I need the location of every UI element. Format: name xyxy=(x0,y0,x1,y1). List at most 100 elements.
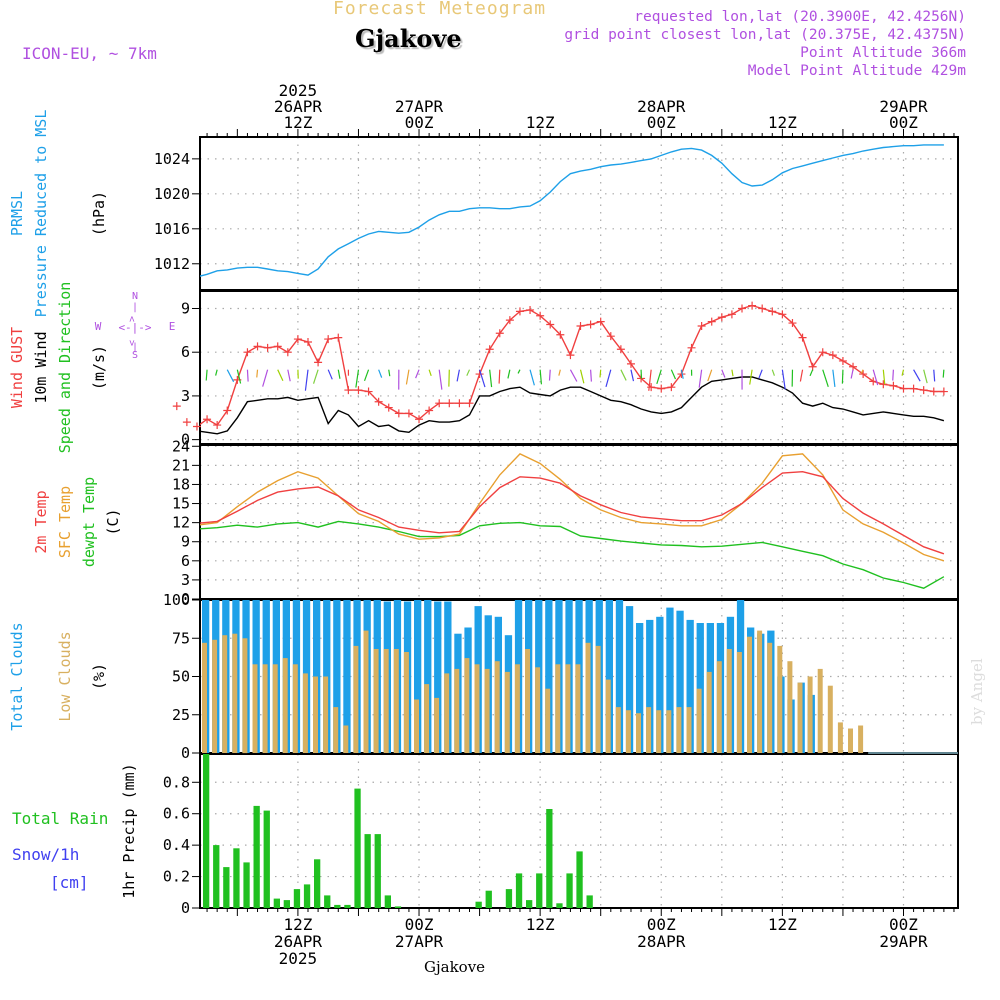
y-tick-label: 15 xyxy=(172,495,190,513)
y-tick-label: 1020 xyxy=(154,185,190,203)
bar-total-rain xyxy=(475,901,482,908)
unit-label: (m/s) xyxy=(90,345,108,390)
wind-direction-arrow xyxy=(749,369,753,385)
side-label: Speed and Direction xyxy=(56,282,74,454)
chart-title-faded: Forecast Meteogram xyxy=(333,0,547,19)
gust-marker xyxy=(586,320,595,329)
wind-direction-arrow xyxy=(599,369,602,378)
gust-marker xyxy=(838,356,847,365)
time-label-top: 26APR xyxy=(274,97,323,116)
gust-marker xyxy=(526,305,535,314)
bar-total-clouds xyxy=(414,600,422,753)
series-prmsl xyxy=(200,144,944,277)
gust-marker xyxy=(859,370,868,379)
y-tick-label: 3 xyxy=(181,571,190,589)
gust-marker xyxy=(909,384,918,393)
time-label-bottom: 12Z xyxy=(768,915,797,934)
y-tick-label: 1012 xyxy=(154,255,190,273)
bar-total-rain xyxy=(233,848,240,908)
wind-direction-arrow xyxy=(456,369,460,382)
bar-total-rain xyxy=(213,845,220,908)
bar-total-rain xyxy=(283,900,290,908)
time-label-bottom: 29APR xyxy=(879,932,928,951)
bar-total-clouds xyxy=(343,600,351,753)
gust-marker xyxy=(364,387,373,396)
gust-marker xyxy=(828,351,837,360)
gust-marker xyxy=(344,386,353,395)
wind-direction-arrow xyxy=(548,369,551,381)
gust-marker xyxy=(283,348,292,357)
bar-total-clouds xyxy=(615,600,624,753)
gust-marker xyxy=(647,383,656,392)
bar-total-rain xyxy=(505,889,513,908)
bar-low-clouds xyxy=(504,671,510,753)
bar-low-clouds xyxy=(454,668,460,753)
wind-direction-arrow xyxy=(337,369,341,379)
bar-total-clouds xyxy=(333,600,341,753)
side-label: SFC Temp xyxy=(56,486,74,558)
gust-marker xyxy=(505,316,514,325)
time-label-top: 28APR xyxy=(637,97,686,116)
wind-direction-arrow xyxy=(901,369,905,376)
bar-low-clouds xyxy=(242,638,248,754)
bar-total-clouds xyxy=(625,606,634,753)
time-label-top: 00Z xyxy=(647,113,676,132)
gust-marker xyxy=(849,362,858,371)
bar-total-rain xyxy=(334,904,341,908)
gust-marker xyxy=(495,329,504,338)
time-label-top: 29APR xyxy=(879,97,928,116)
compass-n: N xyxy=(132,291,138,302)
side-label: 10m Wind xyxy=(32,331,50,403)
requested-coords: requested lon,lat (20.3900E, 42.4256N) xyxy=(634,9,966,25)
bar-low-clouds xyxy=(202,642,207,753)
bar-total-rain xyxy=(364,834,371,908)
bar-total-clouds xyxy=(605,600,613,753)
y-tick-label: 50 xyxy=(172,668,190,686)
bar-low-clouds xyxy=(615,707,621,753)
bar-total-clouds xyxy=(656,616,664,753)
wind-direction-arrow xyxy=(498,369,501,384)
bar-low-clouds xyxy=(272,664,278,753)
bar-low-clouds xyxy=(494,661,500,753)
wind-direction-arrow xyxy=(605,369,612,388)
bar-low-clouds xyxy=(636,713,641,753)
gust-marker xyxy=(273,342,282,351)
gust-marker xyxy=(253,342,262,351)
side-label: Pressure Reduced to MSL xyxy=(32,110,50,318)
gust-marker xyxy=(939,387,948,396)
bar-total-clouds xyxy=(424,600,432,753)
compass-n-arrow: > xyxy=(127,316,138,322)
wind-direction-arrow xyxy=(758,369,763,379)
bar-total-rain xyxy=(303,884,311,908)
wind-direction-arrow xyxy=(277,369,284,381)
bar-total-rain xyxy=(566,873,573,908)
wind-direction-arrow xyxy=(771,369,775,376)
compass-horiz: <-|-> xyxy=(118,321,151,334)
gust-marker xyxy=(596,317,605,326)
gust-marker xyxy=(879,380,888,389)
gust-marker xyxy=(546,320,555,329)
bar-total-rain xyxy=(203,754,210,908)
bar-low-clouds xyxy=(424,684,430,753)
bar-low-clouds xyxy=(797,682,803,753)
bar-low-clouds xyxy=(777,645,783,753)
wind-direction-arrow xyxy=(569,369,578,382)
gust-marker xyxy=(798,333,807,342)
bar-low-clouds xyxy=(535,667,541,753)
y-tick-label: 9 xyxy=(181,299,190,317)
gust-marker xyxy=(818,348,827,357)
unit-label: (%) xyxy=(90,663,108,690)
gust-marker xyxy=(394,409,403,418)
time-label-bottom: 28APR xyxy=(637,932,686,951)
bar-low-clouds xyxy=(545,688,551,753)
y-tick-label: 3 xyxy=(181,387,190,405)
time-label-bottom: 12Z xyxy=(283,915,312,934)
bar-low-clouds xyxy=(232,633,238,753)
bar-low-clouds xyxy=(292,664,298,753)
gust-marker xyxy=(485,345,494,354)
bar-low-clouds xyxy=(807,676,813,753)
bar-low-clouds xyxy=(757,630,763,753)
bar-total-clouds xyxy=(636,623,644,753)
bar-total-clouds xyxy=(686,619,694,753)
y-tick-label: 1024 xyxy=(154,150,190,168)
